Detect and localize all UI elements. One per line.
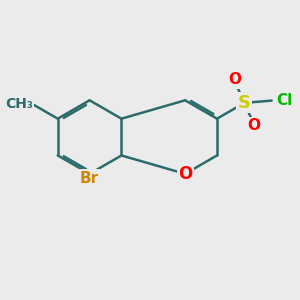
Text: Br: Br bbox=[80, 171, 99, 186]
Text: O: O bbox=[178, 165, 192, 183]
Text: Cl: Cl bbox=[276, 93, 292, 108]
Text: S: S bbox=[238, 94, 251, 112]
Text: O: O bbox=[229, 72, 242, 87]
Text: O: O bbox=[247, 118, 260, 134]
Text: CH₃: CH₃ bbox=[5, 98, 33, 112]
